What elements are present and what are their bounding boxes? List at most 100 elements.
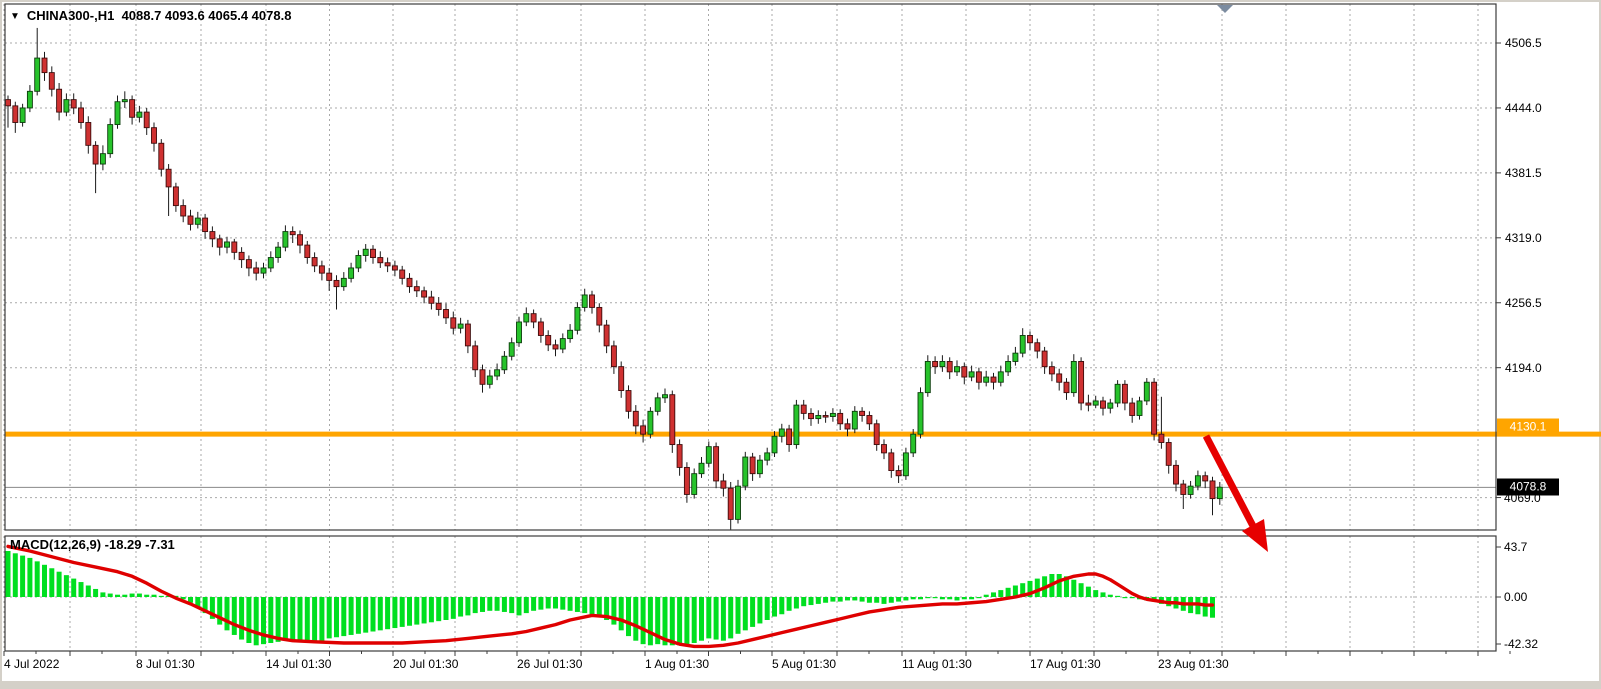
candle-body: [63, 99, 70, 113]
trend-arrow-shaft[interactable]: [1202, 434, 1257, 528]
candle-body: [698, 462, 705, 475]
candle-body: [180, 205, 187, 217]
candle-body: [289, 231, 296, 236]
price-axis[interactable]: 4506.5 4444.0 4381.5 4319.0 4256.5 4194.0: [1497, 4, 1601, 651]
candle-body: [253, 267, 260, 274]
candle-body: [304, 244, 311, 259]
trend-arrow-head[interactable]: [1242, 519, 1268, 552]
macd-histogram-bar: [100, 592, 106, 597]
macd-signal-value: -7.31: [145, 537, 175, 552]
candle-body: [720, 480, 727, 489]
candle-body: [1048, 366, 1055, 375]
macd-histogram-bar: [443, 597, 449, 620]
ohlc-values: 4088.7 4093.6 4065.4 4078.8: [121, 8, 292, 23]
macd-histogram-bar: [487, 597, 493, 611]
candle-body: [355, 255, 362, 269]
macd-histogram-bar: [399, 597, 405, 627]
candle-body: [530, 313, 537, 323]
candle-body: [370, 248, 376, 259]
candle-body: [238, 251, 245, 261]
candle-body: [669, 394, 676, 446]
candle-body: [340, 277, 347, 288]
macd-histogram-bar: [93, 588, 99, 597]
time-axis[interactable]: 4 Jul 2022 8 Jul 01:30 14 Jul 01:30 20 Jul …: [0, 655, 1601, 681]
macd-histogram-bar: [925, 597, 931, 599]
candle-body: [983, 376, 990, 383]
macd-histogram-bar: [991, 592, 996, 597]
candle-body: [654, 397, 661, 412]
macd-main-value: -18.29: [104, 537, 142, 552]
symbol-label: CHINA300-,H1: [26, 8, 115, 23]
macd-histogram-bar: [976, 597, 982, 599]
candle-body: [501, 355, 508, 371]
macd-histogram-bar: [304, 597, 310, 641]
candle-body: [494, 369, 501, 377]
candle-body: [873, 423, 880, 446]
macd-histogram-bar: [158, 595, 164, 598]
candle-body: [260, 267, 267, 274]
candle-body: [78, 107, 84, 123]
candle-body: [516, 321, 522, 344]
candle-body: [932, 361, 939, 368]
chart-shift-marker-icon[interactable]: [1217, 5, 1233, 13]
macd-histogram-bar: [1027, 580, 1033, 597]
candle-body: [435, 302, 442, 310]
time-axis-label: 26 Jul 01:30: [517, 657, 583, 671]
macd-histogram-bar: [1005, 587, 1011, 597]
macd-histogram-bar: [268, 597, 274, 643]
candle-body: [990, 376, 997, 383]
price-axis-label: 4506.5: [1505, 36, 1542, 50]
candle-body: [523, 313, 530, 323]
macd-histogram-bar: [859, 597, 865, 602]
macd-histogram-bar: [1020, 583, 1026, 597]
candle-body: [567, 329, 574, 340]
macd-axis-max-label: 43.7: [1504, 540, 1528, 554]
candle-body: [902, 452, 909, 477]
candle-body: [1041, 350, 1048, 368]
candle-body: [1143, 381, 1150, 402]
macd-histogram-bar: [217, 597, 223, 625]
candle-body: [800, 404, 807, 414]
macd-histogram-bar: [56, 571, 62, 597]
candle-body: [85, 122, 92, 146]
candle-body: [1100, 400, 1106, 409]
candle-body: [1027, 335, 1033, 344]
candle-body: [19, 107, 26, 123]
candle-body: [866, 415, 873, 425]
macd-histogram-bar: [1085, 586, 1091, 597]
candle-body: [143, 111, 150, 129]
candle-body: [1005, 361, 1012, 373]
macd-histogram-bar: [363, 597, 369, 633]
macd-histogram-bar: [808, 597, 814, 606]
macd-histogram-bar: [939, 597, 945, 600]
candle-body: [1165, 442, 1172, 466]
candle-body: [457, 323, 464, 329]
macd-histogram-bar: [319, 597, 325, 641]
candle-body: [318, 265, 325, 274]
macd-histogram-bar: [1129, 597, 1135, 599]
candle-body: [1151, 381, 1158, 435]
macd-histogram-bar: [355, 597, 361, 634]
candle-body: [1114, 383, 1121, 404]
candle-body: [443, 309, 449, 319]
macd-histogram-bar: [684, 597, 690, 645]
symbol-dropdown-icon[interactable]: ▼: [10, 11, 20, 22]
macd-histogram-bar: [1107, 594, 1113, 597]
candle-body: [625, 390, 632, 412]
macd-histogram-bar: [1093, 590, 1099, 597]
macd-histogram-bar: [195, 597, 201, 608]
macd-histogram-bar: [494, 597, 500, 611]
macd-histogram-bar: [1012, 585, 1018, 597]
macd-histogram-bar: [1064, 576, 1069, 597]
macd-histogram-bar: [341, 597, 347, 637]
macd-histogram-bar: [531, 597, 537, 611]
candle-body: [333, 279, 340, 288]
macd-histogram-bar: [20, 555, 26, 597]
macd-histogram-bar: [377, 597, 383, 631]
candle-body: [209, 231, 216, 240]
time-axis-label: 5 Aug 01:30: [772, 657, 837, 671]
candle-body: [1063, 381, 1070, 394]
macd-histogram-bar: [465, 597, 471, 616]
candle-body: [326, 272, 333, 281]
